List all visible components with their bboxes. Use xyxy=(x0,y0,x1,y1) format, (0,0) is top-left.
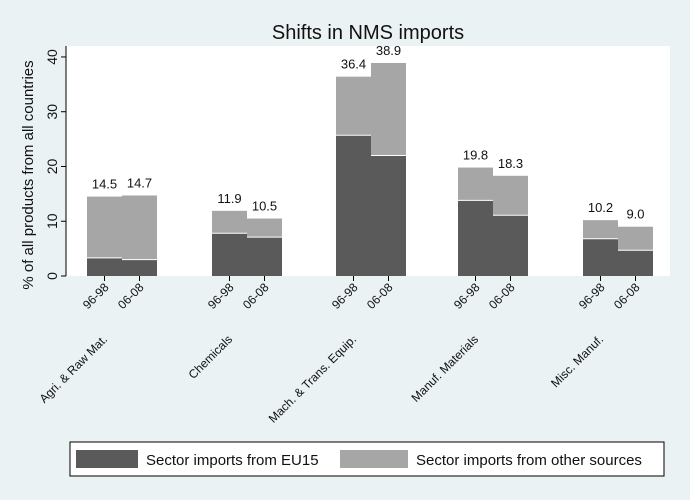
bar-total-label: 36.4 xyxy=(341,57,366,72)
bar-segment-other xyxy=(458,167,493,201)
bar-segment-eu15 xyxy=(371,155,406,276)
labels-layer: 14.5 14.7 11.9 10.5 36.4 38.9 19.8 18.3 10.2 9.0 xyxy=(92,43,645,222)
bar-total-label: 19.8 xyxy=(463,148,488,163)
y-tick-label: 30 xyxy=(44,104,60,120)
bar-segment-eu15 xyxy=(122,259,157,276)
bar-segment-other xyxy=(122,195,157,260)
chart-title: Shifts in NMS imports xyxy=(272,22,464,44)
y-axis-label: % of all products from all countries xyxy=(20,60,37,289)
bar-segment-other xyxy=(212,210,247,234)
legend-label-other: Sector imports from other sources xyxy=(416,452,642,469)
legend-swatch-other xyxy=(340,450,408,468)
legend-swatch-eu15 xyxy=(76,450,138,468)
bar-segment-eu15 xyxy=(212,233,247,276)
bar-segment-eu15 xyxy=(336,135,371,276)
bar-segment-eu15 xyxy=(618,250,653,276)
bar-total-label: 14.7 xyxy=(127,176,152,191)
bar-segment-eu15 xyxy=(493,215,528,276)
bar-total-label: 38.9 xyxy=(376,43,401,58)
bar-total-label: 18.3 xyxy=(498,156,523,171)
bar-segment-eu15 xyxy=(458,200,493,276)
bar-segment-other xyxy=(87,196,122,258)
bar-total-label: 10.2 xyxy=(588,200,613,215)
y-tick-label: 10 xyxy=(44,213,60,229)
legend-label-eu15: Sector imports from EU15 xyxy=(146,452,319,469)
bar-segment-other xyxy=(583,220,618,239)
bar-segment-eu15 xyxy=(87,257,122,276)
y-tick-label: 20 xyxy=(44,158,60,174)
bar-segment-other xyxy=(618,226,653,251)
bars-layer xyxy=(87,62,653,276)
bar-total-label: 14.5 xyxy=(92,177,117,192)
bar-total-label: 9.0 xyxy=(626,207,644,222)
legend: Sector imports from EU15 Sector imports … xyxy=(69,441,665,477)
bar-segment-other xyxy=(371,62,406,156)
y-tick-label: 40 xyxy=(44,49,60,65)
bar-segment-eu15 xyxy=(583,238,618,276)
bar-segment-other xyxy=(336,76,371,136)
bar-total-label: 11.9 xyxy=(217,191,241,206)
bar-segment-other xyxy=(493,175,528,216)
bar-total-label: 10.5 xyxy=(252,199,277,214)
y-tick-label: 0 xyxy=(44,272,60,280)
bar-segment-other xyxy=(247,218,282,238)
bar-segment-eu15 xyxy=(247,237,282,276)
